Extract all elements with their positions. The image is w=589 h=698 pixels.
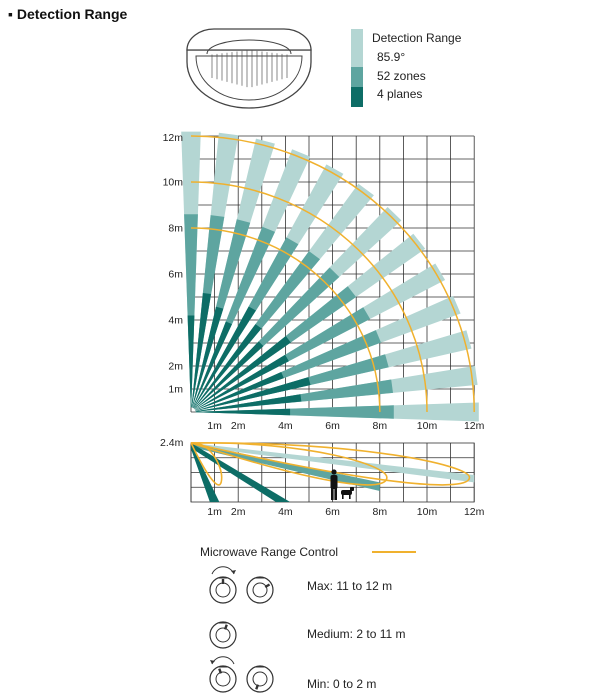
side-beam-far <box>191 443 475 483</box>
beam-near-zone <box>194 341 264 409</box>
y-axis-tick-label: 6m <box>168 269 183 281</box>
setting-min-label: Min: 0 to 2 m <box>307 677 376 691</box>
side-view-microwave-lobes <box>190 442 471 486</box>
legend-swatch-far <box>351 29 363 67</box>
side-view-chart: 2.4m 1m 2m 4m 6m 8m 10m 12m <box>160 437 485 518</box>
legend-title: Detection Range <box>372 31 462 45</box>
dial-icon <box>209 621 237 649</box>
side-microwave-lobe <box>190 442 388 486</box>
rotate-arrow-icon <box>211 656 235 665</box>
top-view-x-axis-labels: 1m 2m 4m 6m 8m 10m 12m <box>207 420 484 432</box>
y-axis-tick-label: 4m <box>168 315 183 327</box>
dial-medium-setting <box>209 621 237 649</box>
beam-mid-zone <box>195 405 394 419</box>
setting-max-label: Max: 11 to 12 m <box>307 579 392 593</box>
side-view-height-label: 2.4m <box>160 437 184 449</box>
beam-near-zone <box>195 372 284 411</box>
beam-near-zone <box>193 324 262 409</box>
beam-near-zone <box>195 354 289 410</box>
sensor-device-illustration <box>186 28 312 109</box>
beam-near-zone <box>195 377 311 411</box>
y-axis-tick-label: 8m <box>168 223 183 235</box>
legend: Detection Range 85.9° 52 zones 4 planes <box>351 29 462 107</box>
legend-item-zones: 52 zones <box>377 69 426 83</box>
dial-icon <box>246 576 274 604</box>
side-x-axis-tick-label: 4m <box>278 506 293 518</box>
y-axis-tick-label: 10m <box>163 177 184 189</box>
microwave-arc <box>190 181 428 413</box>
legend-swatch-near <box>351 87 363 107</box>
legend-swatch-mid <box>351 67 363 87</box>
top-view-beams <box>181 131 479 422</box>
side-x-axis-tick-label: 8m <box>373 506 388 518</box>
x-axis-tick-label: 8m <box>373 420 388 432</box>
top-view-y-axis-labels: 12m 10m 8m 6m 4m 2m 1m <box>163 132 184 396</box>
y-axis-tick-label: 1m <box>168 384 183 396</box>
dial-icon <box>246 665 274 693</box>
x-axis-tick-label: 10m <box>417 420 438 432</box>
beam-near-zone <box>193 306 256 409</box>
x-axis-tick-label: 4m <box>278 420 293 432</box>
beam-near-zone <box>187 315 195 408</box>
beam-near-zone <box>192 321 232 408</box>
side-x-axis-tick-label: 10m <box>417 506 438 518</box>
microwave-arc <box>190 135 475 413</box>
side-x-axis-tick-label: 1m <box>207 506 222 518</box>
person-and-dog-icon <box>330 469 354 500</box>
y-axis-tick-label: 12m <box>163 132 184 144</box>
microwave-range-control: Microwave Range Control Max: 11 to 12 m … <box>200 545 416 693</box>
x-axis-tick-label: 12m <box>464 420 485 432</box>
section-heading: ▪ Detection Range <box>8 6 128 22</box>
beam-near-zone <box>191 293 212 408</box>
beam-near-zone <box>194 336 291 410</box>
dial-icon <box>209 576 237 604</box>
microwave-arc <box>190 227 381 413</box>
beam-near-zone <box>195 394 302 412</box>
x-axis-tick-label: 1m <box>207 420 222 432</box>
x-axis-tick-label: 2m <box>231 420 246 432</box>
side-x-axis-tick-label: 2m <box>231 506 246 518</box>
side-view-x-axis-labels: 1m 2m 4m 6m 8m 10m 12m <box>207 506 484 518</box>
dial-max-setting <box>209 566 274 604</box>
setting-medium-label: Medium: 2 to 11 m <box>307 627 405 641</box>
top-view-chart: 12m 10m 8m 6m 4m 2m 1m 1m 2m 4m 6m 8m 10m 12m <box>163 131 485 432</box>
side-microwave-lobe <box>190 442 471 486</box>
dial-icon <box>209 665 237 693</box>
legend-item-angle: 85.9° <box>377 50 405 64</box>
y-axis-tick-label: 2m <box>168 361 183 373</box>
dial-min-setting <box>209 656 274 693</box>
side-x-axis-tick-label: 6m <box>325 506 340 518</box>
beam-near-zone <box>192 306 224 408</box>
beam-near-zone <box>195 408 291 416</box>
microwave-title: Microwave Range Control <box>200 545 338 559</box>
microwave-range-arcs <box>190 135 475 413</box>
x-axis-tick-label: 6m <box>325 420 340 432</box>
side-x-axis-tick-label: 12m <box>464 506 485 518</box>
beam-mid-zone <box>184 214 198 408</box>
side-microwave-lobe <box>190 442 223 486</box>
legend-item-planes: 4 planes <box>377 87 422 101</box>
rotate-arrow-icon <box>211 566 235 575</box>
